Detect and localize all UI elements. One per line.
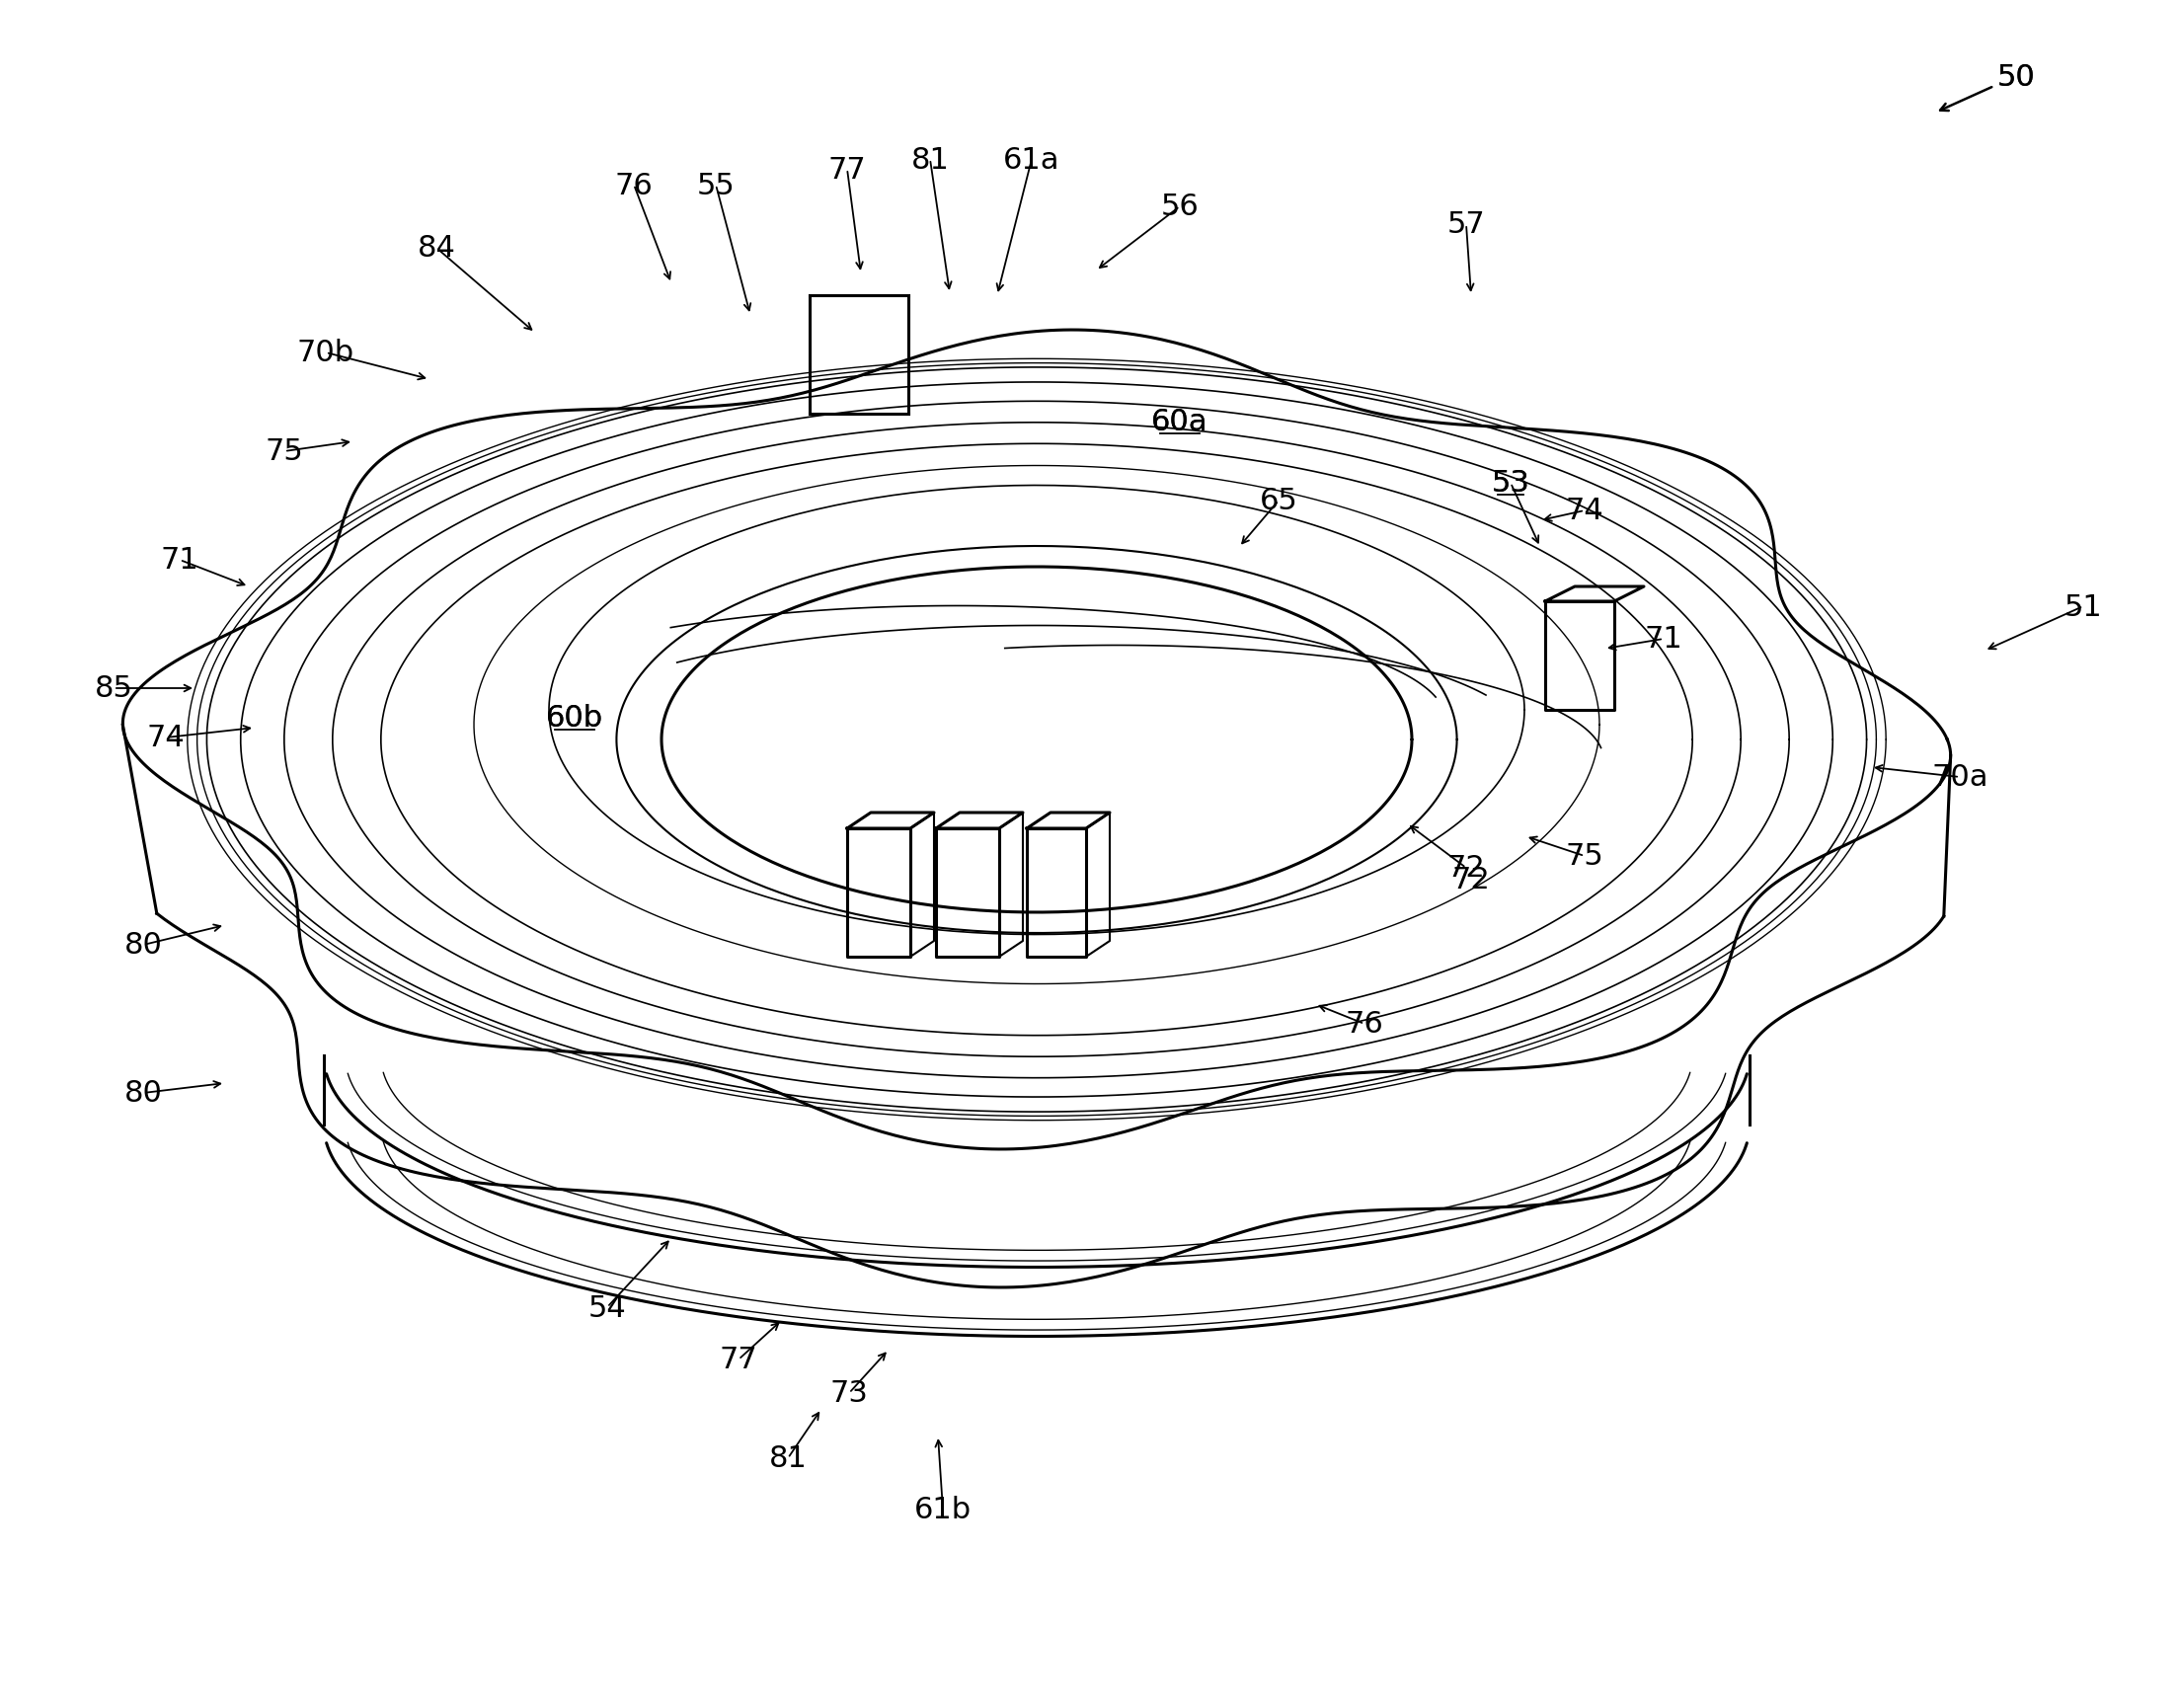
Text: 70a: 70a (1931, 763, 1988, 793)
Text: 57: 57 (1448, 210, 1485, 239)
Text: 61b: 61b (913, 1496, 972, 1524)
Text: 51: 51 (2064, 593, 2102, 622)
Text: 85: 85 (94, 675, 133, 704)
Text: 65: 65 (1260, 487, 1297, 516)
Text: 80: 80 (124, 1079, 161, 1107)
Text: 74: 74 (1565, 497, 1604, 526)
Text: 53: 53 (1491, 470, 1530, 497)
Text: 77: 77 (828, 155, 865, 184)
Text: 71: 71 (1644, 625, 1683, 654)
Text: 60a: 60a (1151, 408, 1208, 437)
Text: 56: 56 (1160, 193, 1199, 222)
Text: 76: 76 (1345, 1009, 1384, 1038)
Text: 60a: 60a (1151, 408, 1208, 437)
Text: 53: 53 (1491, 470, 1530, 497)
Text: 71: 71 (161, 547, 198, 576)
Text: 77: 77 (719, 1346, 759, 1373)
Text: 81: 81 (770, 1443, 807, 1472)
Text: 75: 75 (266, 437, 303, 466)
Text: 76: 76 (615, 171, 654, 200)
Text: 75: 75 (1565, 842, 1604, 871)
Text: 54: 54 (589, 1293, 626, 1322)
Text: 50: 50 (1940, 63, 2036, 111)
Text: 72: 72 (1452, 866, 1491, 895)
Text: 73: 73 (831, 1378, 868, 1407)
Text: 70b: 70b (296, 338, 355, 367)
Text: 55: 55 (698, 171, 735, 200)
Text: 72: 72 (1448, 854, 1485, 883)
Text: 60b: 60b (545, 704, 604, 733)
Text: 50: 50 (1997, 63, 2036, 91)
Text: 84: 84 (416, 234, 456, 263)
Text: 61a: 61a (1003, 145, 1059, 174)
Text: 74: 74 (146, 724, 185, 752)
Text: 60b: 60b (545, 704, 604, 733)
Text: 80: 80 (124, 931, 161, 960)
Text: 81: 81 (911, 145, 948, 174)
